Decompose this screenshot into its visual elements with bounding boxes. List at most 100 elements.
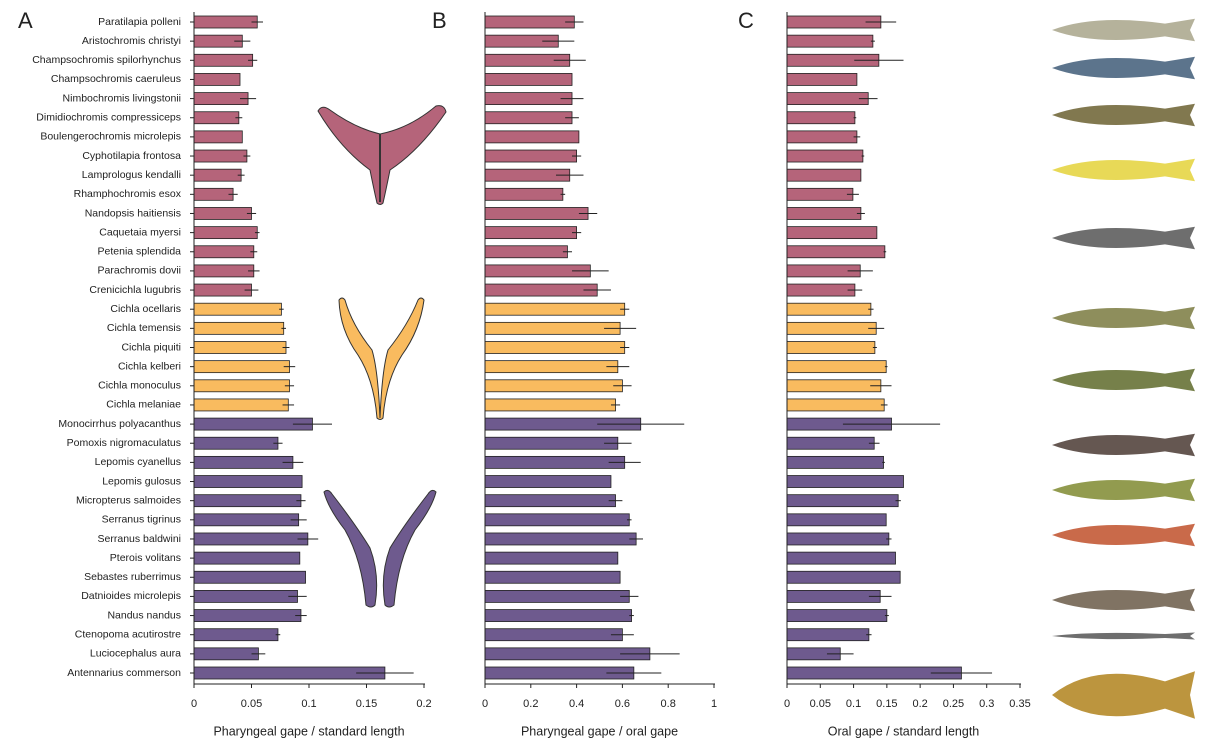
y-tick-label: Lepomis cyanellus (95, 456, 181, 468)
y-tick-label: Cichla kelberi (118, 360, 181, 372)
bar (194, 227, 257, 239)
bar (194, 399, 288, 411)
fish-picture (1052, 19, 1195, 41)
y-tick-label: Micropterus salmoides (76, 494, 181, 506)
x-tick-label: 0.35 (1009, 698, 1030, 710)
bar (485, 571, 620, 583)
bar (485, 73, 572, 85)
bar (787, 476, 904, 488)
bar (485, 610, 632, 622)
bar (485, 495, 616, 507)
bar (194, 265, 254, 277)
bar (485, 456, 625, 468)
y-tick-label: Cyphotilapia frontosa (82, 150, 181, 162)
bar (485, 303, 625, 315)
bar (194, 495, 301, 507)
bar (485, 93, 572, 105)
x-tick-label: 0.05 (810, 698, 831, 710)
bar (485, 112, 572, 124)
bar (787, 322, 876, 334)
bar (194, 361, 289, 373)
y-tick-label: Sebastes ruberrimus (84, 571, 181, 583)
bar (194, 437, 278, 449)
jaw-shape (324, 490, 436, 607)
y-tick-label: Nandus nandus (107, 609, 181, 621)
jaw-shape (339, 298, 424, 420)
bar (787, 284, 855, 296)
y-tick-label: Antennarius commerson (67, 667, 181, 679)
bar (787, 456, 884, 468)
bar (485, 207, 588, 219)
fish-picture (1052, 104, 1195, 126)
bar (485, 16, 574, 28)
bar (485, 533, 636, 545)
bar (194, 54, 253, 66)
bar (194, 284, 252, 296)
x-tick-label: 0.3 (979, 698, 994, 710)
x-tick-label: 0.1 (846, 698, 861, 710)
bar (485, 437, 618, 449)
bar (194, 610, 301, 622)
bar (485, 361, 618, 373)
y-tick-label: Cichla piquiti (121, 341, 181, 353)
bar (485, 227, 577, 239)
jaw-shape (318, 106, 446, 205)
bar (194, 476, 302, 488)
bar (194, 380, 289, 392)
bar (787, 380, 881, 392)
bar (485, 629, 622, 641)
bar (194, 303, 281, 315)
bar (787, 342, 875, 354)
bar (787, 169, 861, 181)
panel-label: C (738, 8, 754, 33)
bar (787, 590, 880, 602)
bar (787, 514, 886, 526)
bar (485, 322, 620, 334)
y-tick-label: Cichla ocellaris (110, 303, 181, 315)
bar (787, 571, 900, 583)
bar (787, 552, 896, 564)
fish-picture (1052, 589, 1195, 611)
bar (787, 629, 869, 641)
x-tick-label: 0.1 (301, 698, 316, 710)
bar (787, 112, 855, 124)
bar (194, 590, 298, 602)
x-tick-label: 1 (711, 698, 717, 710)
x-tick-label: 0.6 (615, 698, 630, 710)
bar (194, 207, 252, 219)
bar (485, 284, 597, 296)
fish-picture (1052, 434, 1195, 456)
panel-label: B (432, 8, 447, 33)
x-axis-label: Oral gape / standard length (828, 724, 980, 738)
bar (485, 380, 622, 392)
bar (485, 188, 563, 200)
bar (787, 246, 885, 258)
bar (194, 246, 254, 258)
y-tick-label: Nandopsis haitiensis (85, 207, 181, 219)
bar (194, 456, 293, 468)
y-tick-label: Nimbochromis livingstonii (63, 92, 181, 104)
bar (194, 322, 284, 334)
bar (485, 476, 611, 488)
y-tick-label: Pterois volitans (110, 552, 181, 564)
y-tick-label: Dimidiochromis compressiceps (36, 112, 181, 124)
bar (194, 73, 240, 85)
x-tick-label: 0.2 (416, 698, 431, 710)
bar (787, 495, 898, 507)
bar (194, 552, 300, 564)
x-tick-label: 0.05 (241, 698, 262, 710)
bar (194, 112, 239, 124)
bar (194, 342, 286, 354)
x-axis-label: Pharyngeal gape / standard length (213, 724, 404, 738)
x-tick-label: 0.15 (356, 698, 377, 710)
fish-picture (1052, 479, 1195, 501)
y-tick-label: Datnioides microlepis (81, 590, 181, 602)
x-tick-label: 0 (191, 698, 197, 710)
fish-picture (1052, 307, 1195, 329)
bar (194, 514, 299, 526)
bar (194, 629, 278, 641)
bar (787, 73, 857, 85)
y-tick-label: Paratilapia polleni (98, 16, 181, 28)
fish-picture (1052, 159, 1195, 181)
bar (194, 169, 241, 181)
